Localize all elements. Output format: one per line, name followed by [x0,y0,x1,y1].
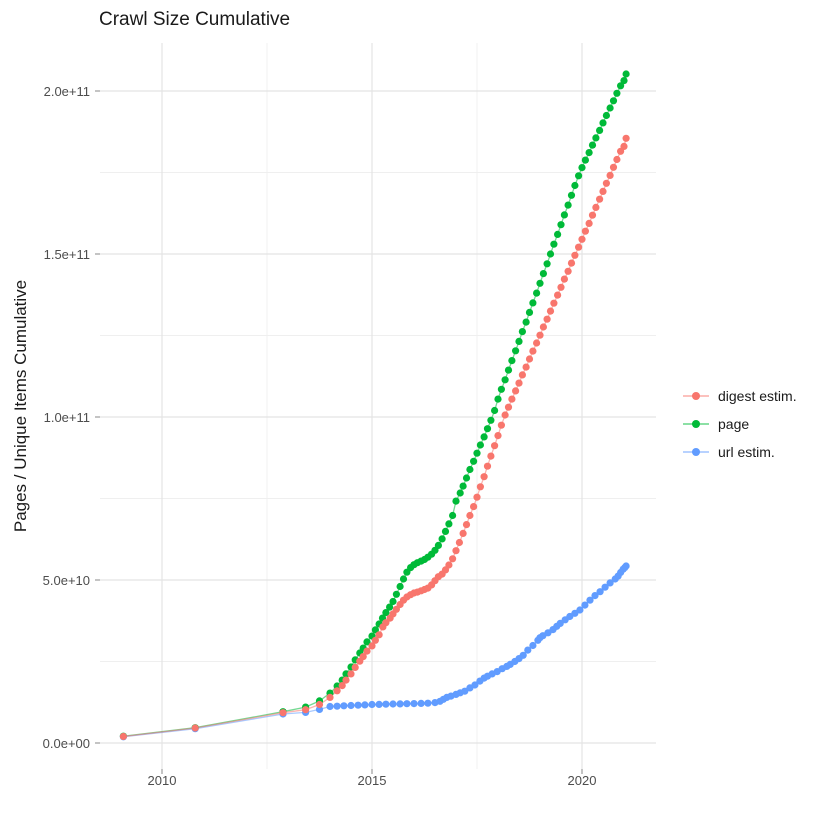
chart-title: Crawl Size Cumulative [99,9,291,30]
legend-key-url-icon [683,445,709,459]
series-line-urlestim [123,565,627,738]
y-axis-tick-label: 0.0e+00 [42,736,90,751]
x-axis-tick-label: 2020 [567,773,597,788]
y-axis-tick-label: 1.0e+11 [43,410,90,425]
legend-item-digest-estim: digest estim. [683,382,797,410]
x-axis-tick-label: 2015 [357,773,387,788]
y-axis-title: Pages / Unique Items Cumulative [11,279,30,533]
axis-tick-marks [95,90,583,774]
legend-key-page-icon [683,417,709,431]
series-points-digestestim [119,134,630,741]
gridlines-major [100,43,656,769]
legend-item-url-estim: url estim. [683,438,797,466]
legend-item-page: page [683,410,797,438]
legend: digest estim. page url estim. [683,382,797,466]
y-axis-tick-label: 1.5e+11 [43,247,90,262]
x-axis-tick-label: 2010 [147,773,177,788]
y-axis-tick-label: 5.0e+10 [42,573,90,588]
y-axis-tick-label: 2.0e+11 [43,84,90,99]
legend-item-label: digest estim. [718,388,797,404]
series-points-page [119,70,630,740]
legend-item-label: url estim. [718,444,775,460]
legend-item-label: page [718,416,750,432]
gridlines-minor [100,43,656,769]
legend-key-digest-icon [683,389,709,403]
series-points-urlestim [119,562,630,741]
